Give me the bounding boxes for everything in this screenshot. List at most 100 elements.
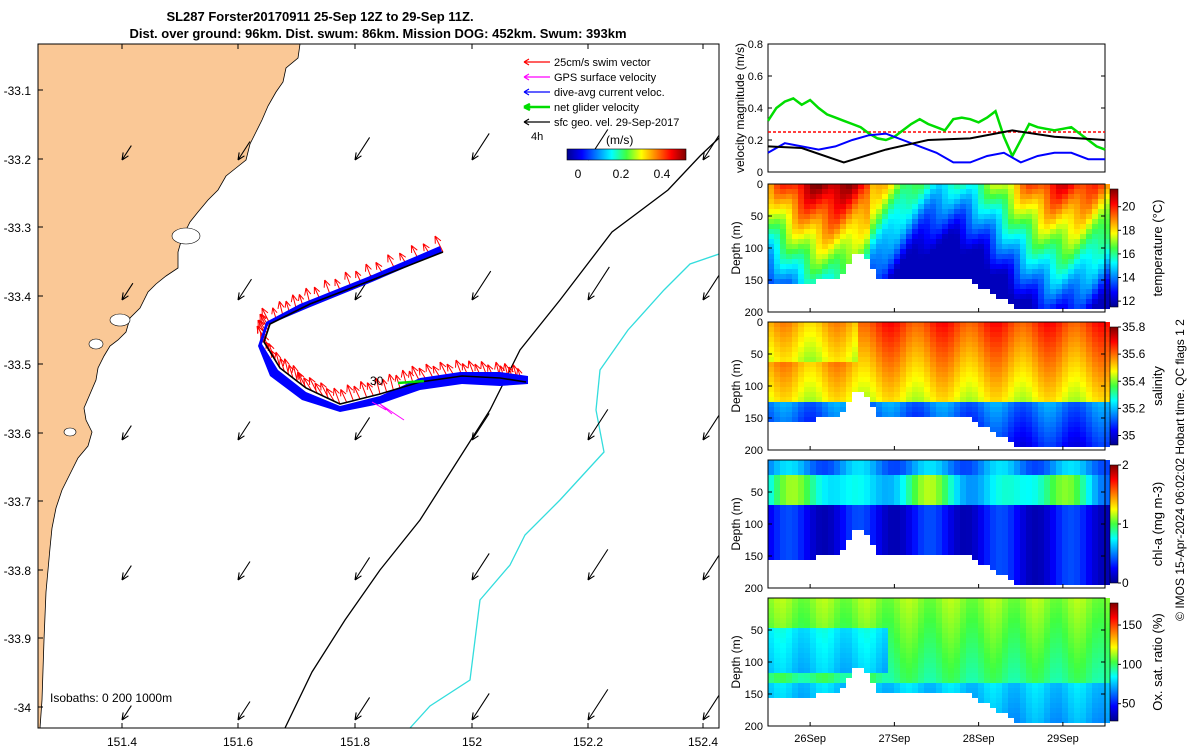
section-cell — [1068, 663, 1074, 668]
section-cell — [1008, 382, 1014, 387]
section-cell — [936, 480, 942, 485]
section-cell — [1098, 422, 1104, 427]
section-cell — [918, 638, 924, 643]
section-cell — [1104, 332, 1110, 337]
section-cell — [828, 535, 834, 540]
section-cell — [1098, 698, 1104, 703]
section-cell — [810, 224, 816, 229]
section-cell — [996, 279, 1002, 284]
section-cell — [906, 460, 912, 465]
section-cell — [840, 347, 846, 352]
section-cell — [978, 412, 984, 417]
section-cell — [828, 357, 834, 362]
section-cell — [1014, 693, 1020, 698]
section-cell — [1044, 417, 1050, 422]
section-cell — [768, 545, 774, 550]
section-cell — [972, 480, 978, 485]
section-cell — [960, 465, 966, 470]
section-cell — [876, 673, 882, 678]
section-cell — [1104, 337, 1110, 342]
section-cell — [1050, 362, 1056, 367]
section-cell — [1050, 352, 1056, 357]
section-cell — [1074, 500, 1080, 505]
section-cell — [1026, 234, 1032, 239]
glider-track-vectors — [256, 235, 523, 405]
section-cell — [990, 407, 996, 412]
section-cell — [798, 688, 804, 693]
section-cell — [816, 322, 822, 327]
section-cell — [948, 204, 954, 209]
section-cell — [876, 515, 882, 520]
section-cell — [876, 550, 882, 555]
section-cell — [1020, 377, 1026, 382]
section-cell — [1020, 713, 1026, 718]
section-cell — [954, 683, 960, 688]
section-cell — [1038, 555, 1044, 560]
section-cell — [996, 234, 1002, 239]
section-cell — [894, 204, 900, 209]
section-cell — [990, 284, 996, 289]
section-cell — [1092, 327, 1098, 332]
section-cell — [954, 510, 960, 515]
section-cell — [1014, 397, 1020, 402]
section-cell — [1008, 387, 1014, 392]
section-cell — [822, 397, 828, 402]
section-cell — [924, 239, 930, 244]
section-cell — [852, 199, 858, 204]
section-cell — [1104, 327, 1110, 332]
section-cell — [948, 249, 954, 254]
section-cell — [864, 392, 870, 397]
section-cell — [882, 460, 888, 465]
section-cell — [960, 342, 966, 347]
section-cell — [816, 244, 822, 249]
section-cell — [1014, 372, 1020, 377]
section-cell — [894, 530, 900, 535]
section-cell — [1062, 229, 1068, 234]
section-cell — [1086, 555, 1092, 560]
section-cell — [1086, 520, 1092, 525]
section-cell — [882, 510, 888, 515]
section-cell — [996, 535, 1002, 540]
section-cell — [1044, 505, 1050, 510]
section-cell — [1080, 698, 1086, 703]
section-cell — [1002, 500, 1008, 505]
section-cell — [1080, 342, 1086, 347]
section-cell — [984, 332, 990, 337]
section-cell — [1044, 244, 1050, 249]
section-cell — [1044, 382, 1050, 387]
section-cell — [834, 342, 840, 347]
section-cell — [1098, 570, 1104, 575]
section-cell — [972, 239, 978, 244]
section-cell — [1026, 412, 1032, 417]
section-cell — [1056, 289, 1062, 294]
section-cell — [894, 613, 900, 618]
section-cell — [870, 668, 876, 673]
section-cell — [828, 638, 834, 643]
section-cell — [1098, 540, 1104, 545]
section-cell — [816, 628, 822, 633]
section-cell — [834, 603, 840, 608]
section-cell — [780, 470, 786, 475]
section-cell — [954, 658, 960, 663]
section-cell — [870, 259, 876, 264]
section-cell — [966, 234, 972, 239]
section-cell — [954, 352, 960, 357]
section-cell — [1056, 327, 1062, 332]
section-cell — [894, 209, 900, 214]
section-cell — [1098, 219, 1104, 224]
section-cell — [918, 663, 924, 668]
section-cell — [996, 598, 1002, 603]
section-cell — [1056, 219, 1062, 224]
section-cell — [1020, 387, 1026, 392]
isobath-1000m — [409, 253, 719, 728]
section-cell — [846, 520, 852, 525]
section-cell — [942, 219, 948, 224]
section-cell — [948, 470, 954, 475]
section-cell — [882, 332, 888, 337]
section-cell — [960, 545, 966, 550]
section-cell — [960, 683, 966, 688]
section-cell — [786, 643, 792, 648]
section-cell — [1092, 337, 1098, 342]
section-cell — [960, 668, 966, 673]
section-cell — [906, 648, 912, 653]
